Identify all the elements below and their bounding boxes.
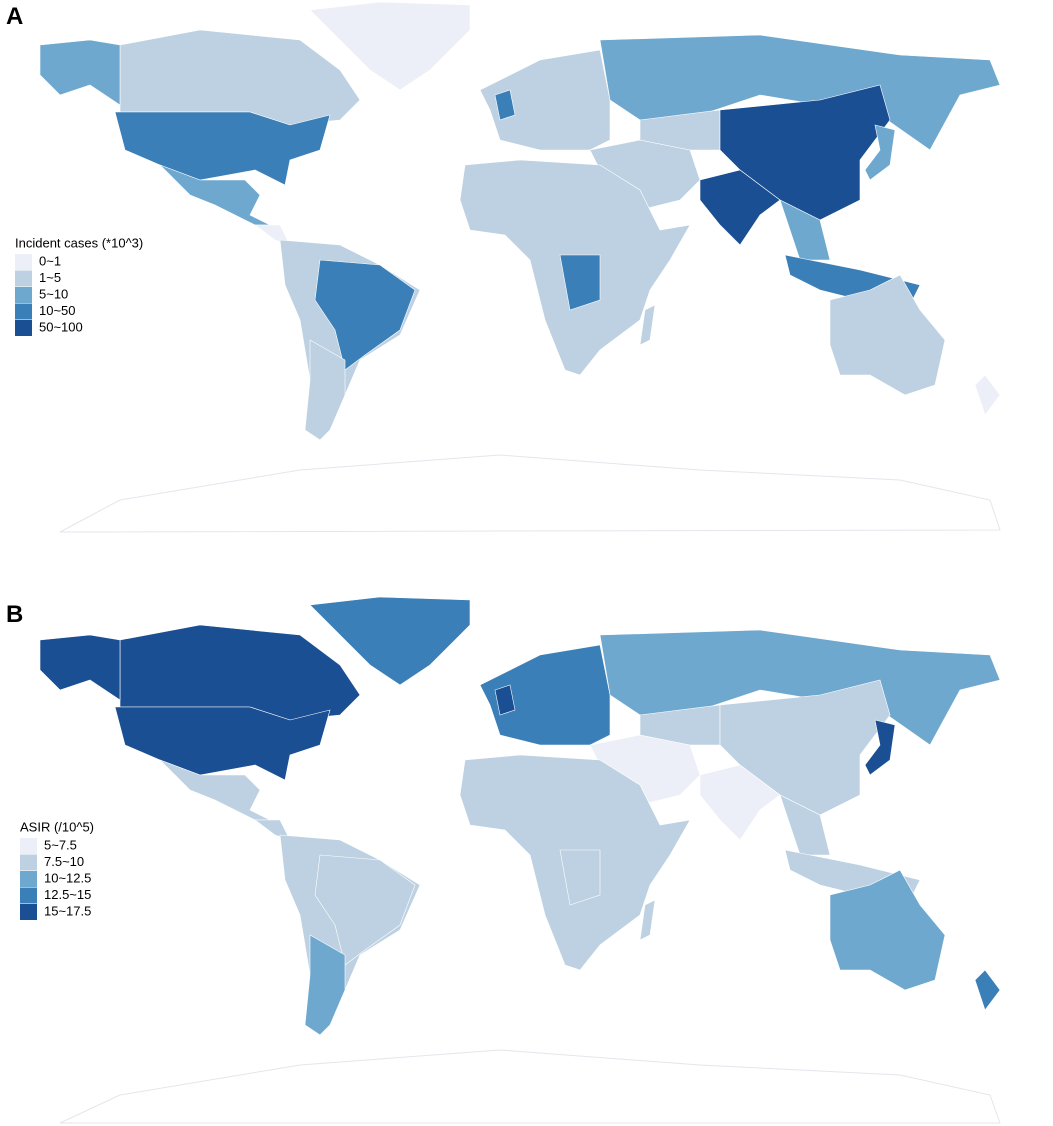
legend-label: 10~12.5: [44, 870, 91, 885]
legend-label: 5~10: [39, 286, 68, 301]
legend-label: 7.5~10: [44, 854, 84, 869]
antarctica: [59, 1049, 1001, 1124]
legend-swatch: [20, 904, 37, 920]
legend-label: 10~50: [39, 303, 76, 318]
legend-swatch: [20, 887, 37, 904]
map-a: [39, 1, 1001, 533]
map-b: [39, 596, 1001, 1124]
panel-label: A: [6, 3, 23, 30]
antarctica: [59, 454, 1001, 533]
legend-swatch: [15, 270, 32, 287]
region: [114, 706, 331, 781]
legend-title: Incident cases (*10^3): [15, 235, 143, 250]
region: [119, 624, 361, 721]
legend-swatch: [15, 254, 32, 270]
legend-label: 50~100: [39, 319, 83, 334]
legend-label: 1~5: [39, 270, 61, 285]
legend-swatch: [15, 320, 32, 336]
legend-label: 15~17.5: [44, 903, 91, 918]
legend-label: 0~1: [39, 253, 61, 268]
region: [974, 374, 1001, 416]
region: [974, 969, 1001, 1011]
region: [119, 29, 361, 126]
legend-swatch: [15, 287, 32, 303]
legend-swatch: [15, 303, 32, 320]
legend-swatch: [20, 871, 37, 887]
legends: Incident cases (*10^3) 0~1 1~55~10 10~5050~…: [15, 235, 143, 920]
legend-title: ASIR (/10^5): [20, 819, 94, 834]
region: [39, 39, 121, 106]
region: [114, 111, 331, 186]
panel-label: B: [6, 601, 23, 628]
region: [39, 634, 121, 701]
legend-label: 5~7.5: [44, 837, 77, 852]
legend-swatch: [20, 838, 37, 854]
legend-label: 12.5~15: [44, 887, 91, 902]
legend-swatch: [20, 854, 37, 871]
